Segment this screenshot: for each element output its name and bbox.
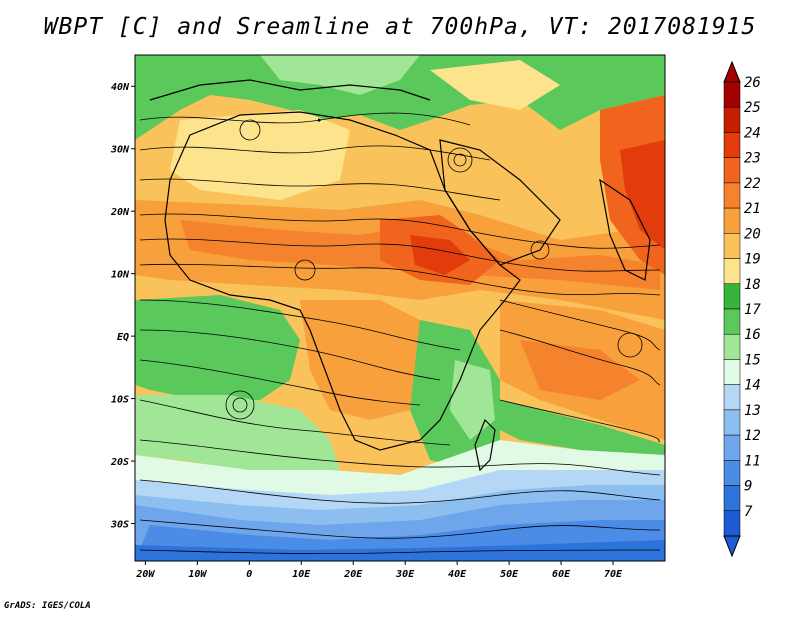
colorbar-cell <box>723 333 741 360</box>
lat-tick-label: 10S <box>111 395 129 406</box>
colorbar-label: 21 <box>744 201 761 217</box>
lat-tick-label: EQ <box>117 332 129 343</box>
colorbar-label: 20 <box>744 226 761 242</box>
colorbar-cell <box>723 132 741 158</box>
plot-frame <box>134 54 666 562</box>
colorbar-label: 9 <box>744 479 752 495</box>
colorbar-label: 22 <box>744 176 761 192</box>
colorbar-cell <box>723 157 741 184</box>
colorbar-cell <box>723 384 741 411</box>
lon-tick-label: 10W <box>188 569 207 580</box>
colorbar-cell <box>723 409 741 436</box>
lon-tick-label: 20E <box>343 569 363 580</box>
lat-tick-label: 20N <box>110 207 130 218</box>
lon-tick-label: 30E <box>395 569 415 580</box>
colorbar-cell <box>723 485 741 512</box>
colorbar-top-arrow <box>723 60 741 83</box>
colorbar-cell <box>723 81 741 108</box>
lon-tick-label: 0 <box>246 569 252 580</box>
colorbar-cell <box>723 434 741 461</box>
lon-tick-label: 60E <box>552 569 571 580</box>
colorbar-label: 13 <box>744 403 761 419</box>
colorbar-label: 15 <box>744 352 761 368</box>
colorbar-cell <box>723 359 741 385</box>
colorbar-cell <box>723 233 741 259</box>
colorbar-label: 25 <box>744 100 761 116</box>
lat-tick-label: 30N <box>110 145 130 156</box>
colorbar-label: 17 <box>744 302 761 318</box>
colorbar-cell <box>723 510 741 537</box>
colorbar-bottom-arrow <box>723 535 741 558</box>
colorbar-label: 26 <box>744 75 761 91</box>
temperature-field <box>135 55 665 561</box>
colorbar-cell <box>723 182 741 209</box>
colorbar-label: 18 <box>744 277 761 293</box>
colorbar-label: 12 <box>744 428 761 444</box>
colorbar-cell <box>723 283 741 310</box>
lon-tick-label: 50E <box>500 569 519 580</box>
colorbar-label: 7 <box>744 504 753 520</box>
lon-tick-label: 10E <box>292 569 311 580</box>
colorbar-cell <box>723 207 741 234</box>
colorbar-cell <box>723 460 741 486</box>
lat-tick-label: 40N <box>111 82 130 93</box>
lon-tick-label: 40E <box>448 569 467 580</box>
credit-text: GrADS: IGES/COLA <box>4 601 91 611</box>
chart-title: WBPT [C] and Sreamline at 700hPa, VT: 20… <box>43 14 757 40</box>
lon-tick-label: 70E <box>604 569 623 580</box>
colorbar-label: 11 <box>744 453 761 469</box>
colorbar-cell <box>723 106 741 133</box>
colorbar: 26 25 24 23 22 21 20 19 18 17 16 15 14 13 12 11 9 7 <box>723 60 761 558</box>
colorbar-label: 16 <box>744 327 761 343</box>
colorbar-label: 19 <box>744 252 761 268</box>
longitude-axis: 20W 10W 0 10E 20E 30E 40E 50E 60E 70E <box>135 561 623 580</box>
latitude-axis: 40N 30N 20N 10N EQ 10S 20S 30S <box>110 82 135 531</box>
streamlines <box>139 112 661 555</box>
colorbar-label: 24 <box>744 125 761 141</box>
lon-tick-label: 20W <box>135 569 155 580</box>
lat-tick-label: 10N <box>111 270 130 281</box>
lat-tick-label: 30S <box>110 520 129 531</box>
lat-tick-label: 20S <box>110 457 129 468</box>
colorbar-cell <box>723 308 741 335</box>
colorbar-label: 14 <box>744 378 761 394</box>
coastlines <box>149 79 651 472</box>
colorbar-cell <box>723 258 741 285</box>
colorbar-label: 23 <box>744 151 761 167</box>
